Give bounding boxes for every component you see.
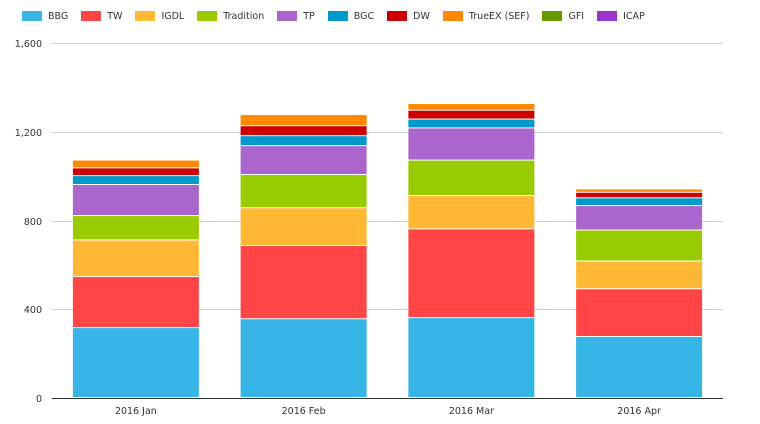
bar-segment [408, 119, 535, 128]
legend-label: IGDL [161, 10, 185, 22]
bar-segment [72, 176, 199, 184]
legend-item[interactable]: DW [387, 11, 430, 22]
bar-segment [576, 189, 703, 192]
legend-item[interactable]: BBG [22, 11, 68, 22]
bar-segment [240, 175, 367, 208]
bar-segment [408, 104, 535, 110]
bar-segment [408, 196, 535, 229]
bar-segment [240, 208, 367, 246]
bar-segment [72, 185, 199, 216]
legend-swatch [542, 11, 563, 21]
legend-item[interactable]: BGC [327, 10, 375, 22]
bar-segment [408, 229, 535, 318]
legend-item[interactable]: Tradition [197, 11, 264, 22]
bar-segment [240, 246, 367, 319]
legend-swatch [197, 11, 218, 21]
legend-item[interactable]: TrueEX (SEF) [442, 10, 530, 22]
bar-segment [240, 115, 367, 126]
y-tick-label: 0 [36, 394, 42, 405]
legend-label: GFI [568, 10, 585, 22]
bar-segment [576, 289, 703, 336]
x-tick-label: 2016 Feb [282, 406, 326, 417]
legend-swatch [277, 11, 298, 21]
bar-segment [240, 136, 367, 146]
legend-item[interactable]: TP [277, 11, 315, 22]
bar-segment [72, 160, 199, 168]
legend-swatch [597, 11, 618, 21]
legend-item[interactable]: GFI [542, 11, 584, 22]
legend-swatch [81, 11, 102, 21]
bar-segment [408, 160, 535, 196]
legend-label: BGC [353, 10, 375, 22]
bar-segment [72, 168, 199, 176]
legend-swatch [442, 11, 463, 21]
bar-segment [408, 318, 535, 397]
bar-segment [72, 216, 199, 240]
bar-segment [240, 146, 367, 175]
x-tick-label: 2016 Apr [617, 406, 661, 417]
x-tick-label: 2016 Jan [115, 406, 157, 417]
legend-label: TP [303, 10, 315, 22]
legend-label: TW [107, 10, 123, 22]
y-tick-label: 400 [24, 305, 42, 316]
legend-label: BBG [48, 10, 69, 22]
legend-item[interactable]: IGDL [135, 11, 184, 22]
bar-segment [240, 319, 367, 397]
legend-swatch [327, 11, 348, 21]
bar-segment [408, 128, 535, 160]
legend-swatch [387, 11, 408, 21]
x-tick-label: 2016 Mar [449, 406, 494, 417]
bar-segment [576, 198, 703, 206]
bar-segment [240, 126, 367, 136]
bar-segment [72, 240, 199, 277]
bar-segment [576, 206, 703, 230]
legend-item[interactable]: TW [81, 11, 122, 22]
legend-label: TrueEX (SEF) [468, 10, 530, 22]
y-tick-label: 800 [24, 217, 42, 228]
legend-label: Tradition [223, 10, 265, 22]
bar-segment [408, 110, 535, 119]
bar-segment [576, 230, 703, 261]
legend-label: DW [413, 10, 430, 22]
legend-swatch [22, 11, 42, 21]
y-tick-label: 1,600 [15, 39, 42, 50]
y-tick-label: 1,200 [15, 128, 42, 139]
chart-legend: BBG TW IGDL Tradition TP BGC DW TrueEX (SEF) GFI… [22, 8, 658, 24]
bar-segment [576, 192, 703, 198]
legend-swatch [135, 11, 156, 21]
bar-segment [72, 328, 199, 397]
bar-segment [576, 261, 703, 289]
bar-segment [576, 336, 703, 397]
legend-item[interactable]: ICAP [597, 11, 645, 22]
legend-label: ICAP [623, 10, 645, 22]
bar-segment [72, 277, 199, 328]
